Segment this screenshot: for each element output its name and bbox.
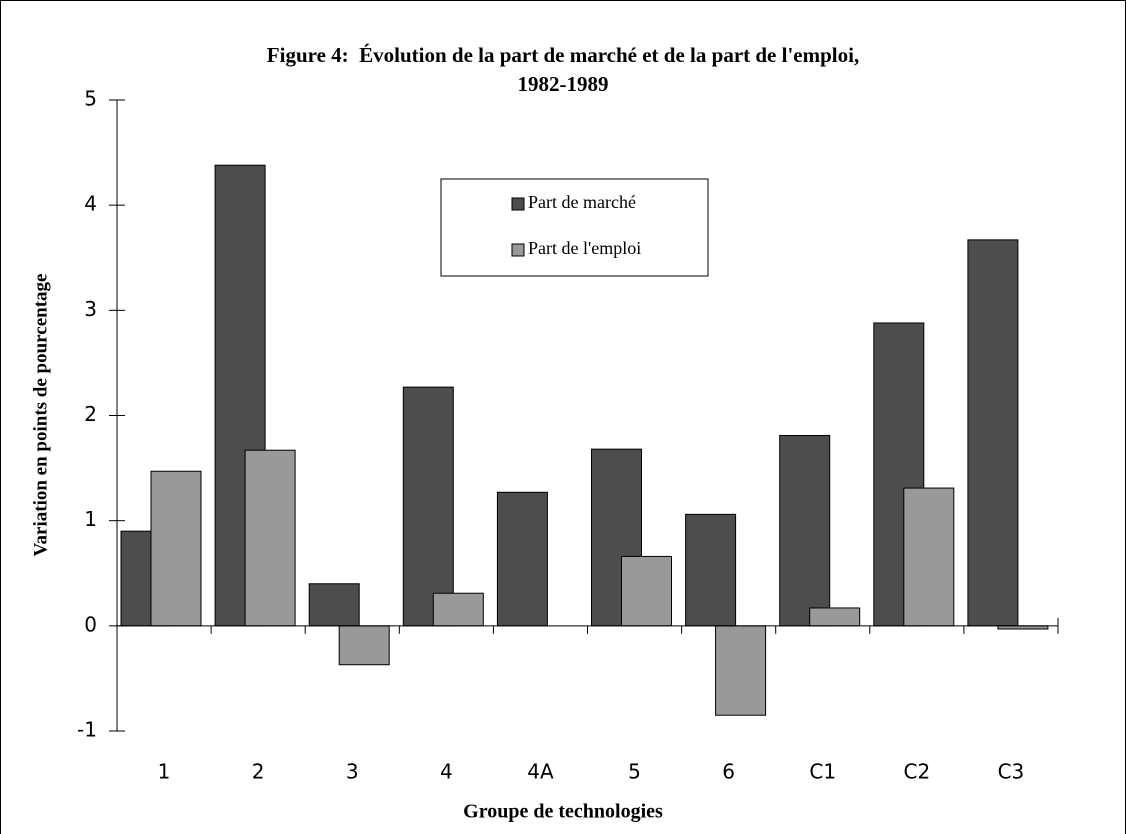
- y-tick-label: 1: [84, 507, 97, 531]
- y-axis-label: Variation en points de pourcentage: [30, 274, 51, 557]
- x-tick-label: 6: [722, 760, 735, 784]
- y-tick-label: 5: [84, 87, 97, 111]
- bar: [715, 625, 767, 716]
- x-tick-label: C1: [809, 760, 836, 784]
- bar: [496, 491, 548, 627]
- legend-swatch: [511, 243, 525, 257]
- x-axis-label: Groupe de technologies: [463, 801, 663, 823]
- bar: [338, 625, 390, 666]
- x-tick-label: 3: [346, 760, 359, 784]
- bar: [244, 449, 296, 627]
- bar: [967, 239, 1019, 627]
- x-tick-label: 4A: [527, 760, 554, 784]
- y-tick-label: 4: [84, 192, 97, 216]
- x-tick-label: 4: [440, 760, 453, 784]
- legend-swatch: [511, 197, 525, 211]
- y-tick-label: 2: [84, 402, 97, 426]
- legend-label: Part de marché: [528, 192, 636, 212]
- bar: [432, 592, 484, 627]
- bar: [150, 470, 202, 627]
- y-tick-label: 3: [84, 297, 97, 321]
- legend-label: Part de l'emploi: [528, 238, 641, 258]
- y-tick-label: -1: [77, 718, 97, 742]
- bar: [809, 607, 861, 627]
- bar: [308, 583, 360, 627]
- bar: [903, 487, 955, 627]
- bar: [685, 513, 737, 627]
- bar: [402, 386, 454, 627]
- x-tick-label: 1: [158, 760, 171, 784]
- x-tick-label: 5: [628, 760, 641, 784]
- bar: [779, 434, 831, 627]
- legend-box: [440, 178, 709, 277]
- x-tick-label: C3: [998, 760, 1025, 784]
- chart-title: Figure 4: Évolution de la part de marché…: [267, 43, 859, 67]
- x-tick-label: 2: [252, 760, 265, 784]
- bar: [621, 555, 672, 627]
- x-tick-label: C2: [903, 760, 930, 784]
- chart-title: 1982-1989: [518, 72, 609, 96]
- y-tick-label: 0: [84, 612, 97, 636]
